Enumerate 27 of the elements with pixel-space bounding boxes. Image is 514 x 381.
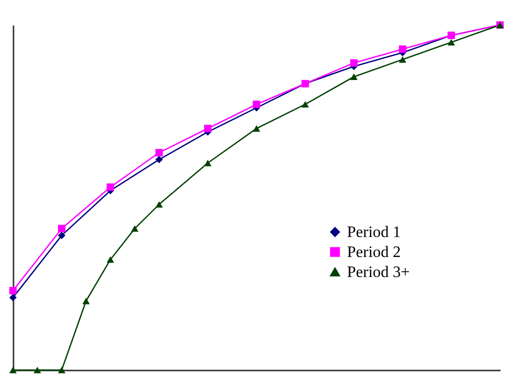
point	[448, 39, 456, 46]
legend-label: Period 1	[347, 224, 401, 241]
point	[58, 224, 66, 232]
point	[82, 298, 90, 304]
point	[398, 45, 406, 53]
point	[9, 366, 17, 374]
point	[301, 101, 309, 108]
point	[9, 294, 17, 302]
point	[131, 225, 138, 232]
point	[34, 366, 42, 374]
point	[204, 160, 212, 166]
point	[252, 100, 260, 108]
point	[58, 366, 66, 374]
point	[155, 201, 163, 208]
point	[350, 59, 358, 67]
point	[252, 125, 260, 132]
point	[106, 256, 114, 263]
point	[204, 124, 212, 132]
point	[155, 148, 163, 156]
point	[155, 156, 163, 164]
point	[106, 183, 114, 191]
point	[398, 56, 406, 63]
legend-label: Period 3+	[347, 264, 410, 281]
legend-label: Period 2	[347, 244, 401, 261]
point	[58, 232, 66, 240]
point	[9, 286, 17, 294]
point	[350, 74, 358, 80]
